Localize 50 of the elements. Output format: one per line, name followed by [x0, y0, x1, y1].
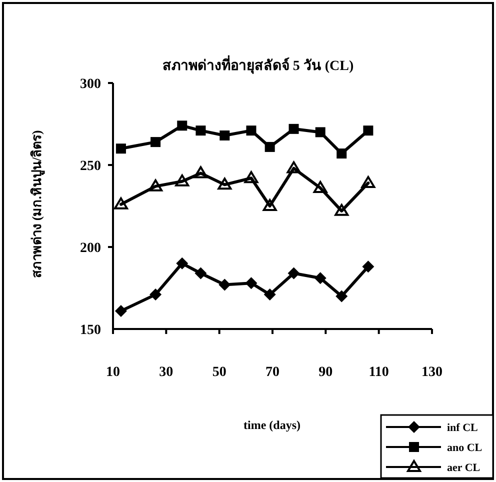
point	[288, 267, 300, 280]
chart-title: สภาพด่างที่อายุสลัดจ์ 5 วัน (CL)	[162, 55, 354, 74]
point	[313, 180, 328, 193]
point	[264, 288, 276, 301]
point	[334, 204, 349, 216]
point	[314, 272, 326, 284]
point	[150, 288, 162, 301]
y-axis-title: สภาพด่าง (มก.หินปูน/ลิตร)	[29, 130, 45, 278]
x-tick-label: 130	[422, 365, 442, 380]
x-tick-label: 90	[318, 365, 333, 380]
point	[176, 257, 188, 270]
legend-label: inf CL	[447, 422, 478, 434]
point	[218, 178, 232, 190]
point	[362, 260, 374, 273]
y-tick-label: 200	[80, 241, 101, 256]
point	[194, 267, 207, 280]
point	[246, 126, 256, 136]
point	[288, 124, 299, 134]
y-tick-label: 250	[80, 159, 101, 174]
point	[220, 130, 230, 140]
y-tick-label: 300	[80, 77, 101, 92]
point	[194, 166, 208, 178]
point	[148, 179, 163, 192]
point	[363, 126, 374, 136]
x-axis-title: time (days)	[244, 418, 300, 432]
point	[196, 126, 206, 136]
point	[262, 199, 277, 211]
point	[218, 278, 231, 291]
legend-label: ano CL	[447, 442, 482, 454]
y-tick-label: 150	[80, 323, 101, 338]
x-tick-label: 50	[212, 365, 226, 380]
point	[336, 290, 348, 302]
point	[177, 120, 188, 131]
point	[245, 277, 258, 290]
point	[244, 171, 258, 184]
x-tick-label: 10	[106, 365, 120, 380]
point	[116, 144, 126, 154]
point	[150, 137, 161, 148]
point	[315, 127, 326, 138]
point	[286, 161, 301, 174]
legend-label: aer CL	[447, 462, 480, 474]
x-tick-label: 110	[368, 365, 389, 380]
point	[361, 176, 376, 188]
point	[175, 174, 190, 186]
point	[336, 148, 347, 159]
point	[264, 142, 275, 152]
point	[114, 197, 128, 210]
point	[114, 304, 127, 317]
x-tick-label: 70	[266, 365, 280, 380]
x-tick-label: 30	[159, 365, 174, 380]
